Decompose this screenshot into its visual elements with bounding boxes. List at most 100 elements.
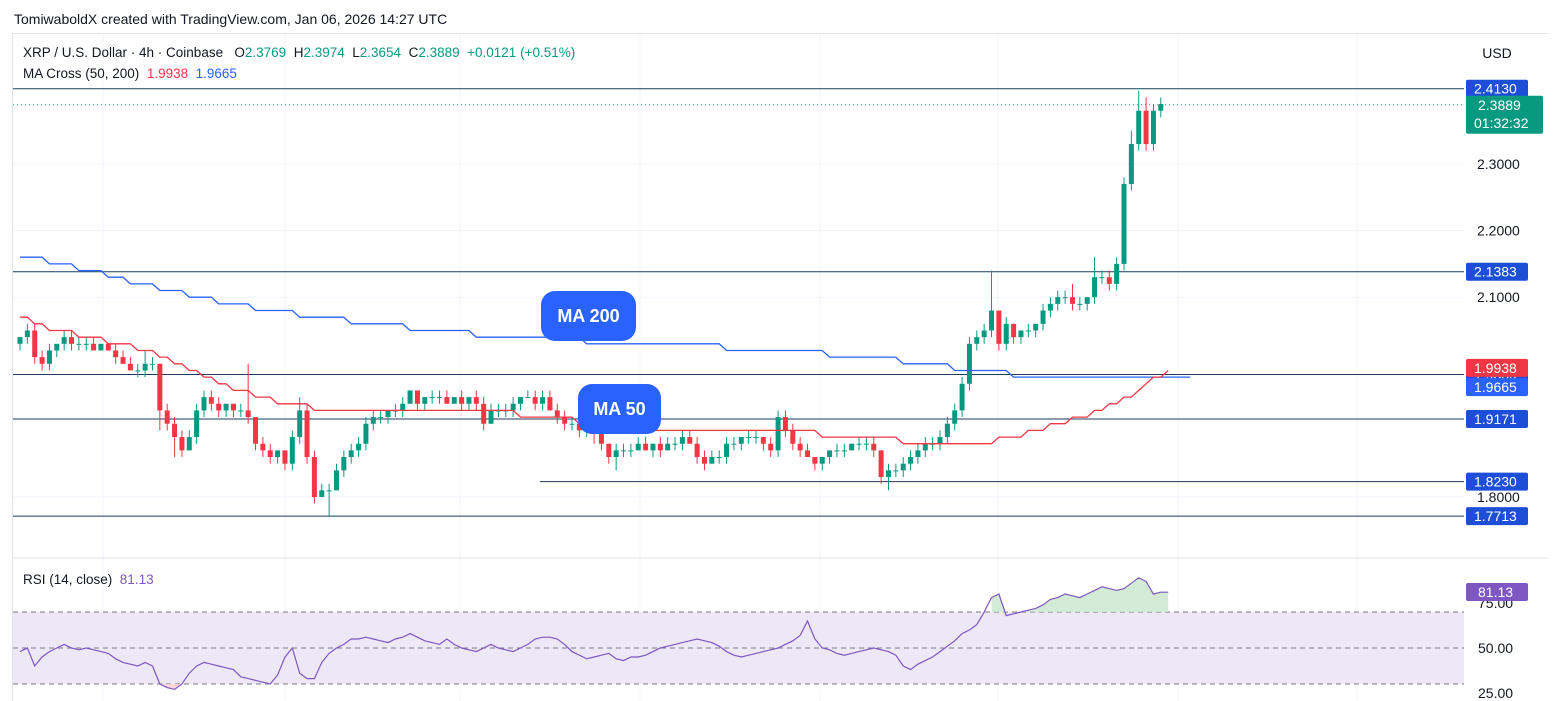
candle-up [363, 423, 369, 444]
candle-up [635, 443, 641, 451]
candle-up [1114, 263, 1120, 284]
candle-up [952, 410, 958, 424]
candle-up [46, 350, 52, 364]
candle-down [473, 397, 479, 404]
candle-up [819, 457, 825, 464]
candle-down [797, 443, 803, 451]
candle-down [554, 410, 560, 418]
candle-down [643, 443, 649, 451]
candle-down [216, 403, 222, 411]
candle-up [944, 423, 950, 438]
level-badge-bg [1466, 472, 1528, 491]
candle-down [414, 390, 420, 404]
candle-up [834, 450, 840, 452]
candle-up [569, 423, 575, 425]
level-badge: 2.1383 [1474, 264, 1517, 280]
candle-up [135, 370, 141, 372]
candle-up [1128, 144, 1134, 184]
rsi-title: RSI (14, close) [23, 572, 113, 587]
candle-down [39, 357, 45, 364]
price-tick-label: 1.8000 [1477, 489, 1520, 505]
candle-up [856, 443, 862, 445]
candle-up [1062, 297, 1068, 299]
candle-down [532, 397, 538, 404]
change-value: +0.0121 (+0.51%) [467, 45, 576, 60]
candle-down [32, 330, 38, 358]
candle-up [966, 343, 972, 384]
candle-up [922, 443, 928, 451]
candle-down [1106, 277, 1112, 284]
candle-up [893, 470, 899, 472]
ma200-annotation: MA 200 [541, 291, 636, 341]
candle-down [657, 443, 663, 451]
candle-down [1069, 297, 1075, 304]
candle-up [915, 450, 921, 458]
candle-up [488, 410, 494, 424]
level-badge-bg [1466, 79, 1528, 98]
candle-down [230, 403, 236, 411]
candle-up [908, 457, 914, 464]
candle-up [525, 397, 531, 399]
candle-down [304, 410, 310, 458]
candle-up [827, 450, 833, 458]
candle-up [297, 410, 303, 438]
level-badge: 1.7713 [1474, 508, 1517, 524]
ma50-badge: 1.9938 [1474, 360, 1517, 376]
candle-up [1077, 303, 1083, 305]
candle-down [687, 437, 693, 444]
candle-up [24, 330, 30, 338]
ma50-badge-bg [1466, 358, 1528, 377]
candle-up [429, 397, 435, 399]
candle-down [701, 457, 707, 464]
candle-down [113, 350, 119, 358]
candle-down [127, 363, 133, 371]
currency-button[interactable]: USD [1468, 39, 1526, 67]
symbol-title: XRP / U.S. Dollar · 4h · Coinbase [23, 45, 224, 60]
candle-up [1025, 330, 1031, 332]
candle-up [348, 450, 354, 458]
level-badge: 1.9171 [1474, 411, 1517, 427]
candle-up [149, 363, 155, 365]
candle-up [1099, 277, 1105, 279]
candle-up [841, 450, 847, 452]
ma-cross-title: MA Cross (50, 200) [23, 66, 140, 81]
low-value: 2.3654 [359, 45, 402, 60]
ma200-badge-bg [1466, 378, 1528, 397]
candle-up [746, 437, 752, 439]
candle-down [179, 437, 185, 451]
level-badge-bg [1466, 262, 1528, 281]
low-label: L [352, 45, 360, 60]
candle-down [69, 337, 75, 344]
open-value: 2.3769 [244, 45, 287, 60]
rsi-badge: 81.13 [1478, 584, 1513, 600]
candles [17, 90, 1164, 517]
candle-down [790, 430, 796, 444]
rsi-line-group [19, 577, 1169, 691]
candle-up [517, 397, 523, 404]
candle-down [768, 443, 774, 451]
price-tick-label: 2.3000 [1477, 156, 1520, 172]
candle-down [208, 397, 214, 404]
level-badge-bg [1466, 410, 1528, 429]
candle-up [407, 390, 413, 404]
candle-down [157, 363, 163, 411]
candle-up [422, 397, 428, 404]
candle-up [672, 443, 678, 445]
candle-up [385, 410, 391, 418]
candle-down [606, 443, 612, 458]
candle-up [400, 403, 406, 411]
candle-up [628, 450, 634, 452]
rsi-overbought-fill [991, 577, 1169, 612]
candle-down [805, 450, 811, 458]
candle-up [83, 343, 89, 345]
candle-down [282, 450, 288, 464]
rsi-legend-value: 81.13 [119, 572, 154, 587]
candle-up [98, 343, 104, 351]
candle-down [91, 343, 97, 351]
candle-down [245, 410, 251, 418]
candle-up [974, 337, 980, 344]
candle-up [186, 437, 192, 451]
high-value: 2.3974 [303, 45, 345, 60]
grid-lines [13, 34, 1548, 700]
